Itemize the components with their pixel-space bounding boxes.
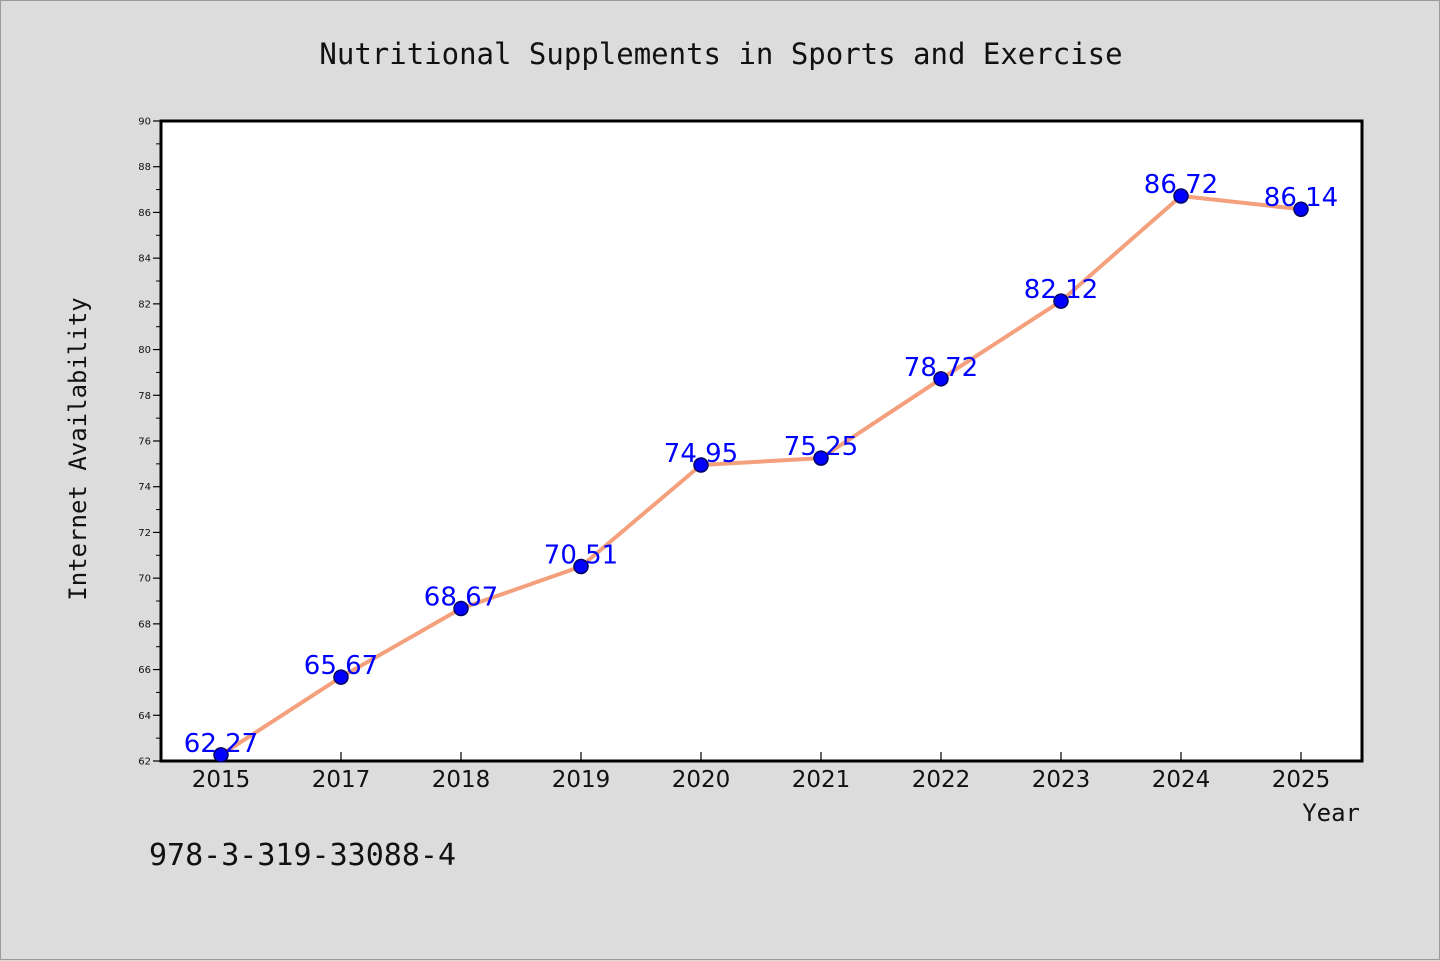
data-label: 74.95 xyxy=(664,439,738,469)
data-label: 65.67 xyxy=(304,651,378,681)
footer-code: 978-3-319-33088-4 xyxy=(149,838,456,873)
series-line xyxy=(219,193,1303,757)
y-tick-label: 62 xyxy=(138,757,151,768)
data-point xyxy=(1293,201,1309,217)
data-label: 70.51 xyxy=(544,540,618,570)
data-label: 68.67 xyxy=(424,583,498,613)
y-tick-label: 82 xyxy=(138,299,151,310)
y-tick-label: 68 xyxy=(138,619,151,630)
data-point xyxy=(333,669,349,685)
y-tick-label: 80 xyxy=(138,345,151,356)
data-label: 86.72 xyxy=(1144,170,1218,200)
x-tick-label: 2019 xyxy=(552,767,611,793)
data-point xyxy=(693,457,709,473)
y-tick-label: 84 xyxy=(138,254,151,265)
data-point xyxy=(1053,293,1069,309)
y-tick-label: 86 xyxy=(138,208,151,219)
y-tick-label: 72 xyxy=(138,528,151,539)
x-tick-label: 2015 xyxy=(192,767,251,793)
y-axis-ticks: 62 64 66 68 70 72 74 76 78 80 82 84 86 88 90 xyxy=(138,117,161,768)
chart-title: Nutritional Supplements in Sports and Ex… xyxy=(319,37,1122,71)
data-label: 62.27 xyxy=(184,729,258,759)
data-point xyxy=(573,558,589,575)
x-tick-label: 2017 xyxy=(312,767,371,793)
y-tick-label: 70 xyxy=(138,574,151,585)
series xyxy=(213,188,1309,763)
y-tick-label: 66 xyxy=(138,665,151,676)
y-tick-label: 90 xyxy=(138,117,151,128)
y-tick-label: 78 xyxy=(138,391,151,402)
plot-area xyxy=(159,119,1364,763)
x-tick-label: 2023 xyxy=(1032,767,1091,793)
data-label: 86.14 xyxy=(1264,183,1338,213)
data-label: 75.25 xyxy=(784,432,858,462)
x-tick-label: 2022 xyxy=(912,767,971,793)
x-axis-title: Year xyxy=(1302,799,1360,827)
data-point xyxy=(933,371,949,387)
data-label: 82.12 xyxy=(1024,275,1098,305)
y-tick-label: 64 xyxy=(138,711,151,722)
x-tick-label: 2024 xyxy=(1152,767,1211,793)
x-tick-label: 2021 xyxy=(792,767,851,793)
x-tick-label: 2025 xyxy=(1272,767,1331,793)
x-tick-label: 2020 xyxy=(672,767,731,793)
data-label: 78.72 xyxy=(904,353,978,383)
x-tick-label: 2018 xyxy=(432,767,491,793)
x-axis-ticks: 2015 2017 2018 2019 2020 2021 2022 2023 2024 2025 xyxy=(192,752,1331,793)
data-point xyxy=(813,450,829,466)
data-point xyxy=(1173,188,1189,204)
y-tick-label: 74 xyxy=(138,482,151,493)
data-point xyxy=(453,600,469,617)
data-point xyxy=(213,747,229,763)
data-labels: 62.27 65.67 68.67 70.51 74.95 75.25 78.72 82.12… xyxy=(184,170,1338,759)
y-axis-title: Internet Availability xyxy=(64,297,92,600)
y-tick-label: 88 xyxy=(138,162,151,173)
y-tick-label: 76 xyxy=(138,437,151,448)
